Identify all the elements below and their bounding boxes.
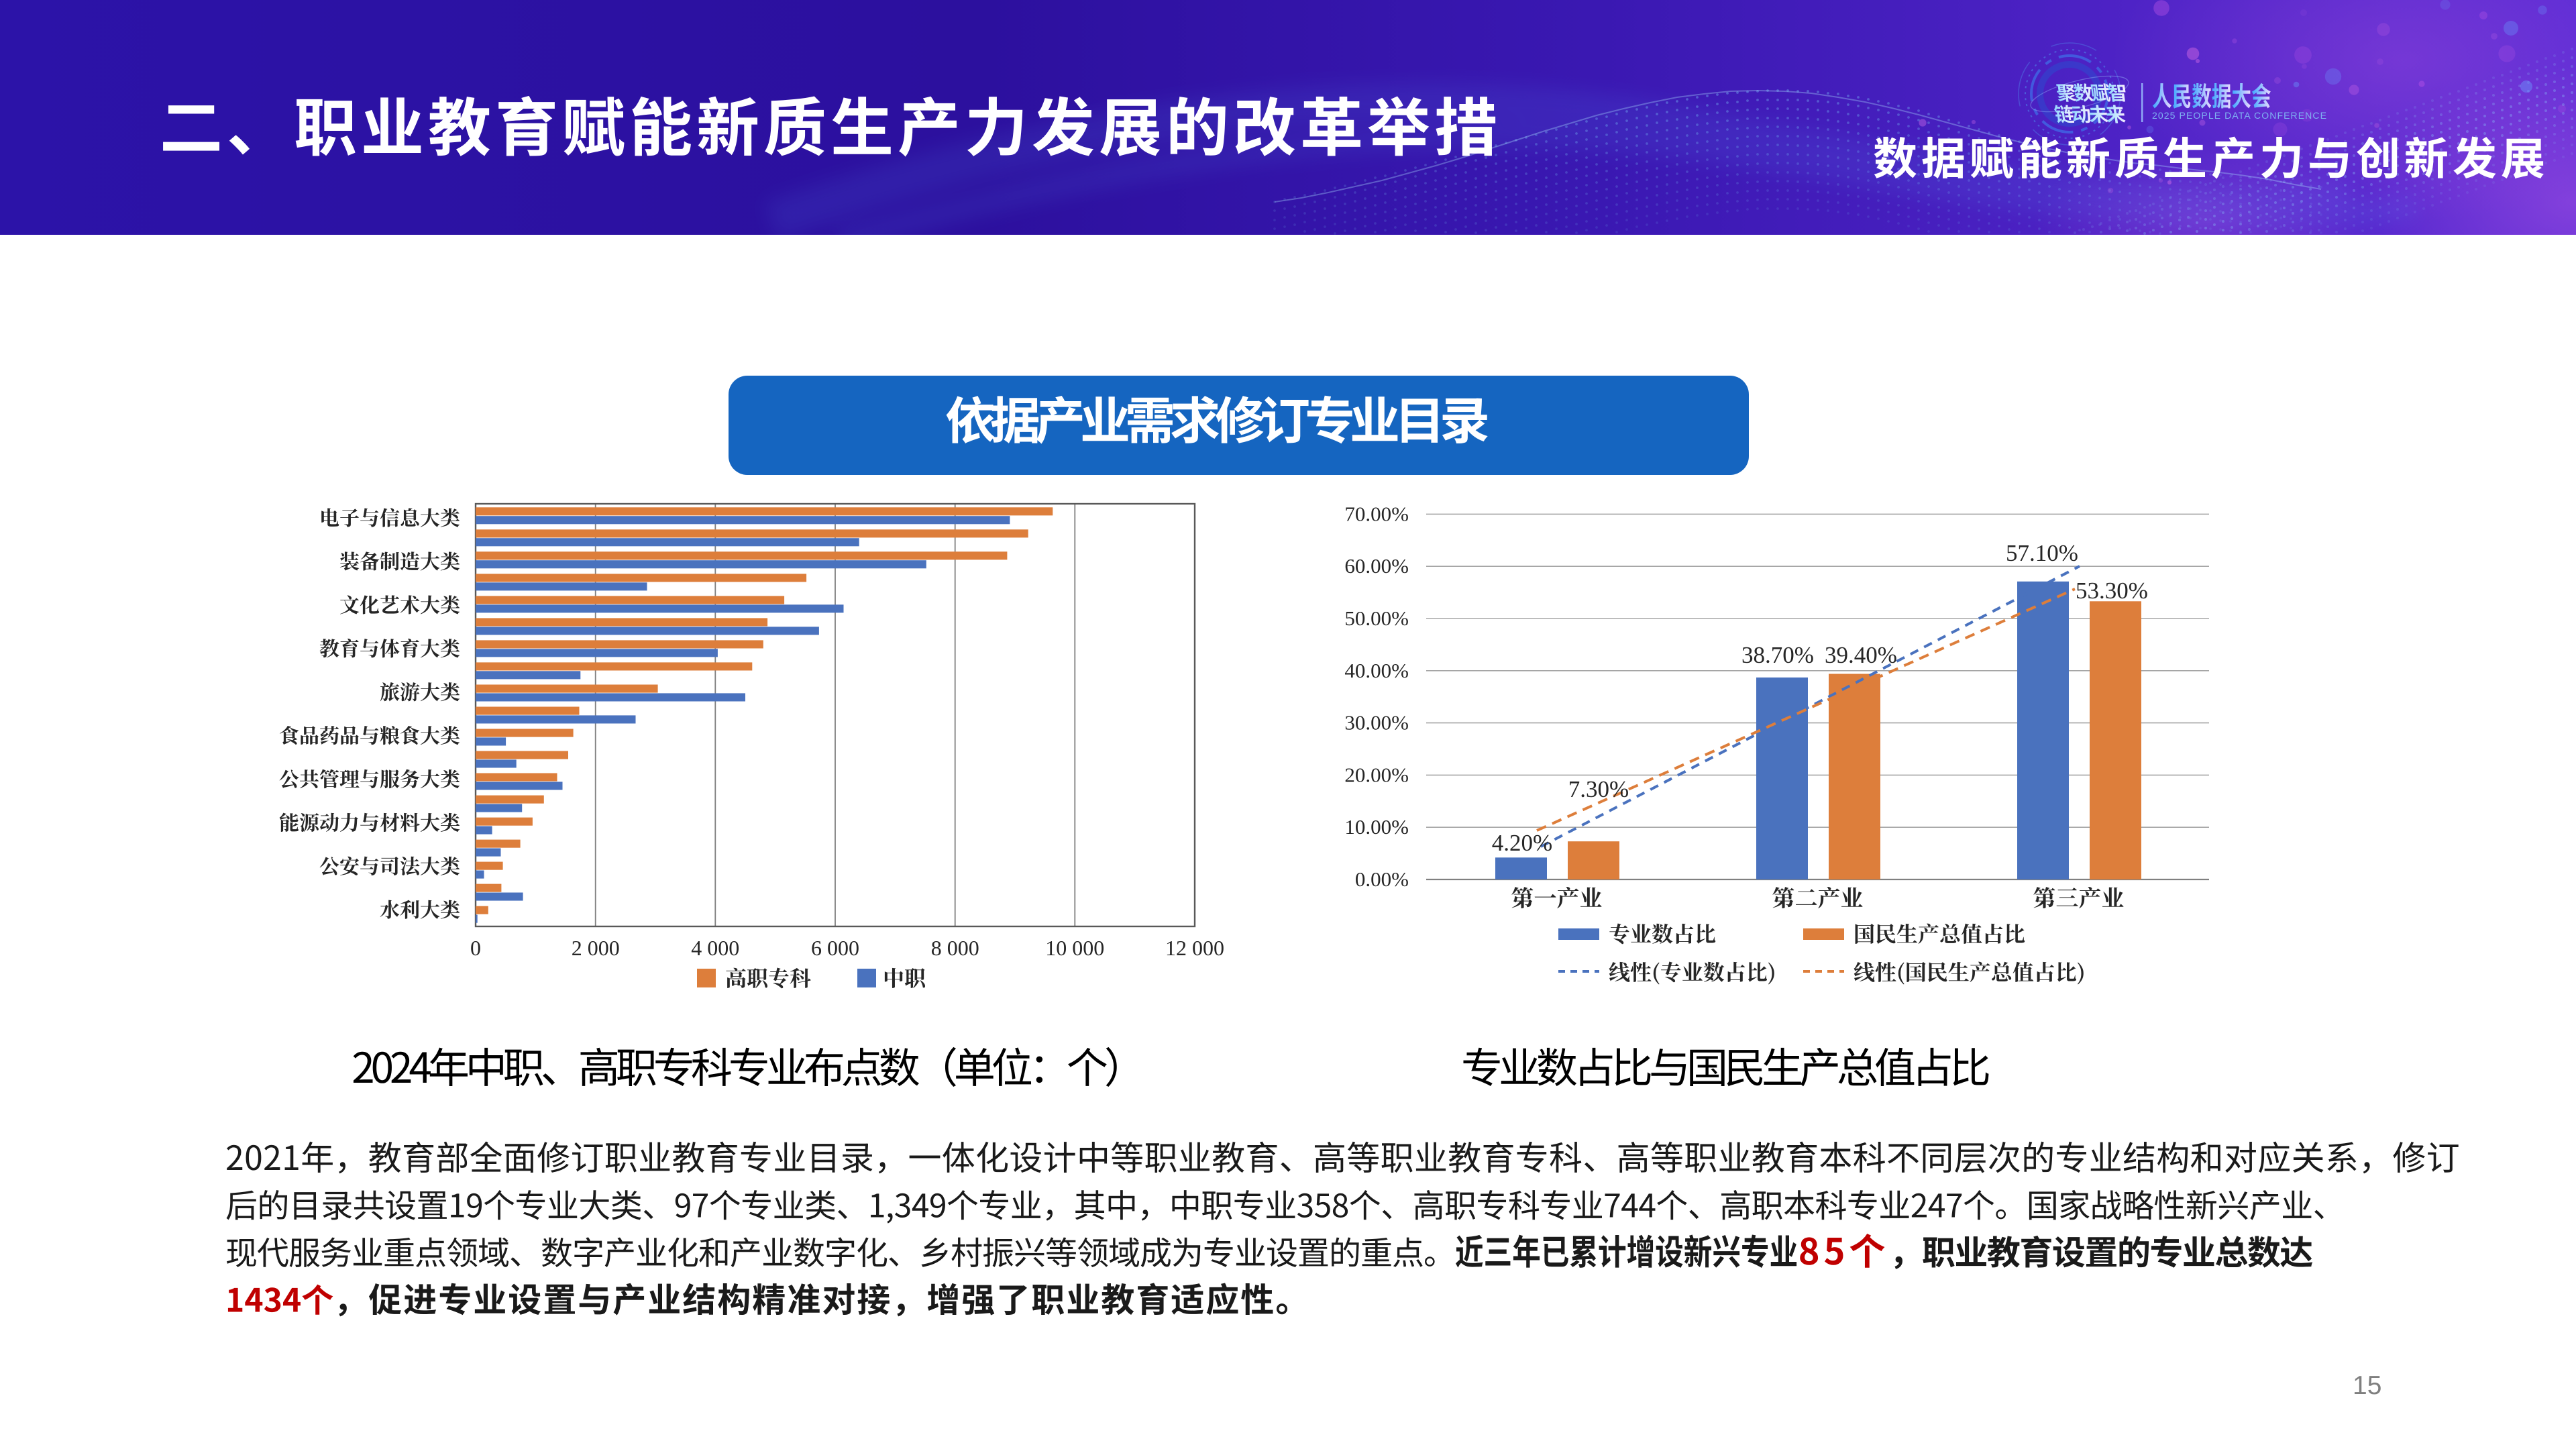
svg-text:40.00%: 40.00% — [1344, 659, 1409, 682]
svg-text:60.00%: 60.00% — [1344, 554, 1409, 578]
svg-text:53.30%: 53.30% — [2076, 578, 2148, 604]
svg-text:57.10%: 57.10% — [2006, 540, 2078, 566]
svg-text:2025 PEOPLE DATA CONFERENCE: 2025 PEOPLE DATA CONFERENCE — [2152, 110, 2327, 121]
svg-text:70.00%: 70.00% — [1344, 502, 1409, 525]
svg-text:12 000: 12 000 — [1165, 936, 1224, 960]
svg-text:7.30%: 7.30% — [1568, 776, 1629, 802]
svg-text:15: 15 — [2353, 1371, 2381, 1400]
svg-text:2 000: 2 000 — [572, 936, 620, 960]
svg-text:4 000: 4 000 — [691, 936, 739, 960]
svg-text:30.00%: 30.00% — [1344, 711, 1409, 735]
svg-text:8 000: 8 000 — [931, 936, 979, 960]
svg-text:38.70%: 38.70% — [1741, 642, 1814, 668]
svg-text:0.00%: 0.00% — [1355, 867, 1409, 891]
svg-text:0: 0 — [470, 936, 481, 960]
svg-text:6 000: 6 000 — [811, 936, 859, 960]
svg-text:10.00%: 10.00% — [1344, 815, 1409, 839]
svg-text:4.20%: 4.20% — [1492, 830, 1552, 856]
svg-text:50.00%: 50.00% — [1344, 606, 1409, 630]
svg-text:10 000: 10 000 — [1045, 936, 1104, 960]
svg-text:39.40%: 39.40% — [1825, 642, 1897, 668]
svg-text:20.00%: 20.00% — [1344, 763, 1409, 786]
